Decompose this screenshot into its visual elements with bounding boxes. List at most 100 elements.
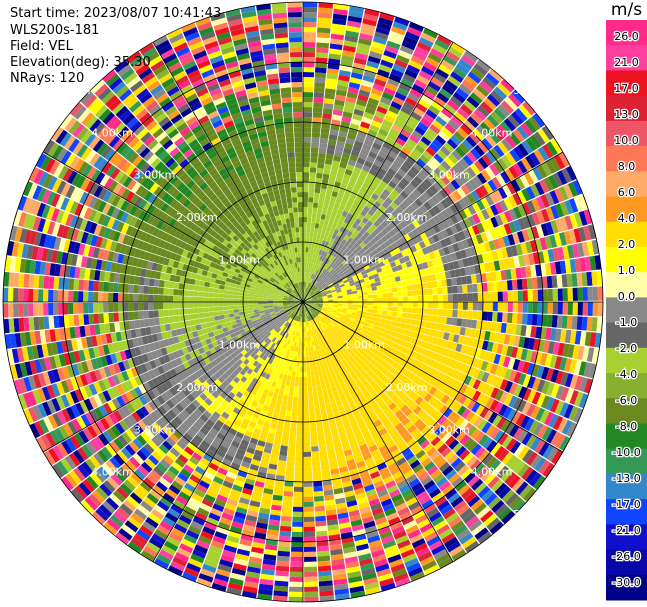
range-gate-cell (384, 232, 392, 240)
range-gate-cell (339, 215, 346, 222)
range-gate-cell (517, 302, 523, 313)
range-gate-cell (311, 142, 320, 148)
range-gate-cell (349, 252, 355, 259)
range-gate-cell (407, 266, 414, 274)
range-gate-cell (359, 228, 367, 235)
range-gate-cell (332, 308, 338, 311)
range-gate-cell (540, 223, 549, 237)
range-gate-cell (412, 188, 422, 198)
range-gate-cell (323, 284, 329, 289)
range-gate-cell (321, 256, 326, 262)
range-gate-cell (291, 531, 303, 537)
range-gate-cell (547, 341, 555, 354)
range-gate-cell (472, 213, 481, 224)
range-gate-cell (514, 108, 528, 122)
range-gate-cell (322, 296, 328, 299)
range-gate-cell (363, 138, 374, 147)
range-gate-cell (589, 255, 597, 271)
range-gate-cell (380, 163, 390, 172)
range-gate-cell (338, 263, 344, 269)
range-gate-cell (283, 390, 289, 396)
range-gate-cell (286, 375, 292, 381)
range-gate-cell (372, 309, 378, 314)
range-gate-cell (520, 266, 527, 279)
range-gate-cell (452, 309, 458, 318)
range-gate-cell (532, 167, 544, 181)
range-gate-cell (376, 184, 385, 193)
range-gate-cell (303, 496, 314, 502)
range-gate-cell (369, 92, 381, 101)
range-gate-cell (338, 299, 343, 302)
range-gate-cell (456, 127, 469, 139)
range-gate-cell (512, 193, 522, 206)
range-gate-cell (332, 296, 338, 299)
range-gate-cell (429, 124, 441, 135)
range-gate-cell (341, 55, 354, 63)
range-gate-cell (381, 201, 390, 209)
range-gate-cell (304, 292, 307, 298)
range-gate-cell (379, 180, 388, 189)
range-gate-cell (355, 162, 364, 170)
range-gate-cell (303, 267, 305, 272)
range-gate-cell (331, 222, 338, 229)
range-gate-cell (312, 471, 322, 477)
range-gate-cell (306, 267, 309, 273)
range-gate-cell (282, 430, 290, 437)
range-gate-cell (281, 399, 288, 406)
range-gate-cell (461, 318, 468, 328)
range-gate-cell (583, 225, 592, 241)
range-gate-cell (369, 238, 377, 246)
range-gate-cell (306, 295, 311, 299)
range-gate-cell (396, 54, 410, 64)
range-gate-cell (287, 451, 296, 457)
range-gate-cell (508, 334, 516, 346)
range-gate-cell (536, 210, 546, 224)
range-gate-cell (503, 118, 516, 132)
range-gate-cell (485, 272, 492, 282)
range-gate-cell (573, 196, 584, 212)
range-gate-cell (317, 550, 330, 557)
range-gate-cell (412, 307, 418, 314)
range-gate-cell (400, 317, 407, 324)
range-gate-cell (377, 302, 383, 306)
range-gate-cell (305, 336, 308, 342)
range-gate-cell (311, 258, 315, 264)
range-gate-cell (406, 138, 417, 148)
range-gate-cell (515, 177, 526, 190)
range-gate-cell (293, 396, 298, 402)
range-gate-cell (346, 250, 353, 256)
range-gate-cell (355, 260, 362, 267)
range-gate-cell (282, 501, 293, 507)
range-gate-cell (312, 300, 318, 302)
range-gate-cell (385, 263, 392, 270)
range-gate-cell (466, 319, 473, 328)
range-gate-cell (303, 366, 307, 372)
range-gate-cell (320, 128, 330, 134)
range-gate-cell (308, 283, 312, 289)
range-gate-cell (383, 209, 391, 217)
range-gate-cell (390, 201, 399, 210)
range-gate-cell (327, 307, 333, 310)
range-gate-cell (477, 292, 483, 302)
range-gate-cell (443, 246, 451, 256)
range-gate-cell (331, 114, 342, 121)
range-gate-cell (312, 303, 318, 306)
range-gate-cell (378, 101, 390, 110)
range-gate-cell (303, 32, 316, 38)
range-gate-cell (313, 395, 319, 402)
range-gate-cell (307, 257, 310, 263)
range-gate-cell (511, 279, 518, 291)
range-gate-cell (289, 586, 303, 592)
range-gate-cell (559, 260, 567, 274)
range-gate-cell (462, 228, 471, 239)
range-gate-cell (490, 321, 497, 332)
range-gate-cell (313, 365, 318, 372)
range-gate-cell (545, 207, 555, 221)
range-gate-cell (356, 310, 363, 315)
range-gate-cell (336, 309, 343, 313)
range-gate-cell (381, 91, 394, 101)
range-gate-cell (355, 269, 361, 275)
range-gate-cell (292, 511, 303, 517)
range-gate-cell (428, 81, 441, 92)
range-gate-cell (341, 245, 347, 252)
